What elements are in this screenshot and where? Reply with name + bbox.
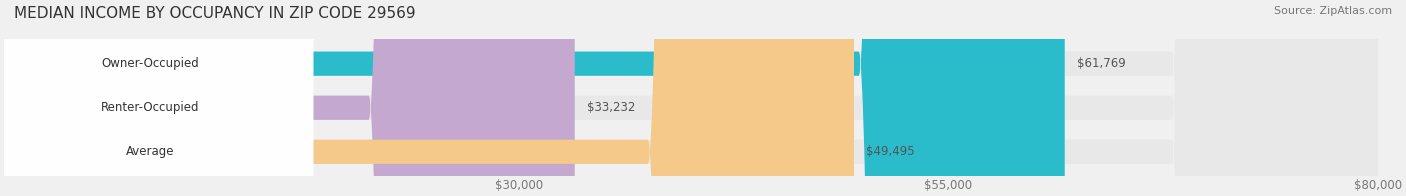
FancyBboxPatch shape bbox=[4, 0, 1064, 196]
Text: MEDIAN INCOME BY OCCUPANCY IN ZIP CODE 29569: MEDIAN INCOME BY OCCUPANCY IN ZIP CODE 2… bbox=[14, 6, 416, 21]
FancyBboxPatch shape bbox=[4, 0, 853, 196]
FancyBboxPatch shape bbox=[4, 0, 1378, 196]
Text: $49,495: $49,495 bbox=[866, 145, 915, 158]
FancyBboxPatch shape bbox=[0, 0, 314, 196]
Text: Owner-Occupied: Owner-Occupied bbox=[101, 57, 200, 70]
FancyBboxPatch shape bbox=[0, 0, 314, 196]
FancyBboxPatch shape bbox=[0, 0, 314, 196]
Text: Source: ZipAtlas.com: Source: ZipAtlas.com bbox=[1274, 6, 1392, 16]
Text: Renter-Occupied: Renter-Occupied bbox=[101, 101, 200, 114]
Text: Average: Average bbox=[127, 145, 174, 158]
FancyBboxPatch shape bbox=[4, 0, 1378, 196]
Text: $61,769: $61,769 bbox=[1077, 57, 1126, 70]
FancyBboxPatch shape bbox=[4, 0, 575, 196]
FancyBboxPatch shape bbox=[4, 0, 1378, 196]
Text: $33,232: $33,232 bbox=[586, 101, 636, 114]
